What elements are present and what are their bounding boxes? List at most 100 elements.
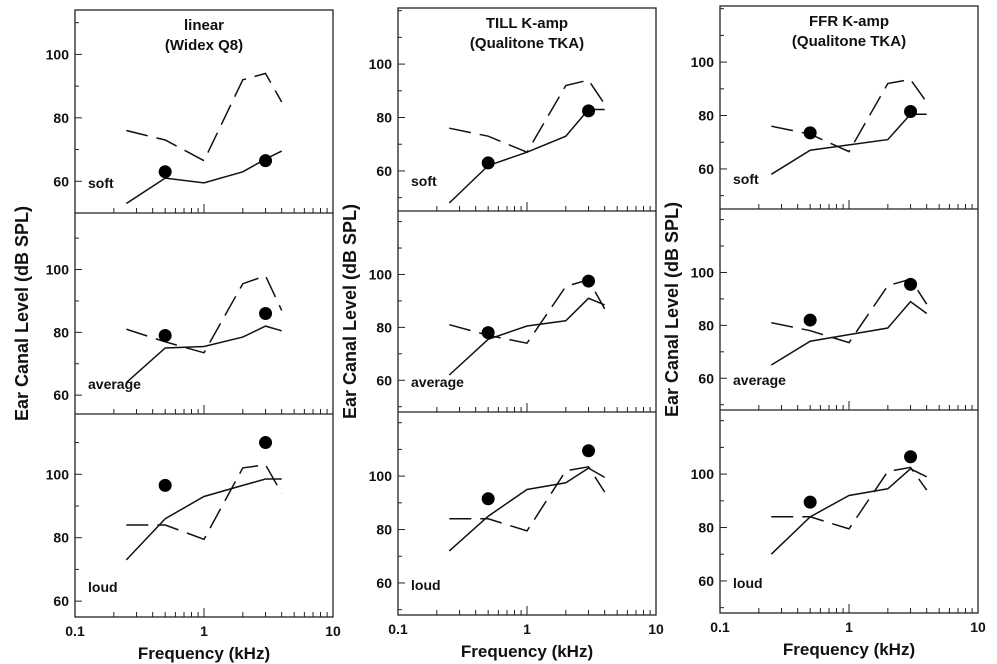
x-tick-label: 10 [325,623,341,639]
series-line-dashed [449,79,606,154]
data-point [158,165,172,179]
y-axis-label: Ear Canal Level (dB SPL) [662,202,682,417]
plot-frame [719,5,979,614]
y-tick-label: 100 [46,262,70,278]
y-axis-label: Ear Canal Level (dB SPL) [340,204,360,419]
series-line-dashed [126,274,283,354]
data-point [481,156,495,170]
chart-title-line: FFR K-amp [809,13,889,30]
y-tick-label: 100 [691,264,715,280]
plot-frame [74,9,334,618]
y-tick-label: 80 [376,522,392,538]
y-tick-label: 60 [698,161,714,177]
x-axis-label: Frequency (kHz) [461,642,593,661]
series-line-solid [770,113,927,175]
panel-loud: 60 80 100 loud [369,411,656,615]
x-axis-label: Frequency (kHz) [138,644,270,663]
y-tick-label: 60 [53,593,69,609]
x-tick-label: 0.1 [65,623,85,639]
panel-label: soft [88,175,114,191]
data-point [481,326,495,340]
y-tick-label: 100 [691,54,715,70]
data-point [904,450,918,464]
y-tick-label: 100 [369,56,393,72]
data-point [582,444,596,458]
y-tick-label: 100 [46,466,70,482]
chart-column-2: TILL K-amp (Qualitone TKA) 60 80 100 soft 60 80… [340,7,664,661]
y-tick-label: 60 [376,163,392,179]
chart-column-3: FFR K-amp (Qualitone TKA) 60 80 100 soft 60 80 1… [662,5,986,659]
panel-label: loud [733,575,763,591]
panel-label: loud [411,577,441,593]
x-tick-label: 1 [845,619,853,635]
panel-soft: 60 80 100 soft [369,10,651,211]
x-axis-label: Frequency (kHz) [783,640,915,659]
y-tick-label: 60 [376,372,392,388]
y-tick-label: 80 [376,110,392,126]
data-point [582,274,596,288]
panel-label: soft [733,171,759,187]
data-point [803,126,817,140]
panel-average: 60 80 100 average [46,212,333,414]
y-tick-label: 80 [53,110,69,126]
y-tick-label: 80 [53,530,69,546]
panel-loud: 60 80 100 loud [691,409,978,613]
series-line-dashed [449,465,606,532]
data-point [158,328,172,342]
chart-title-line: (Qualitone TKA) [792,33,906,50]
x-tick-label: 10 [970,619,986,635]
y-tick-label: 100 [369,468,393,484]
y-tick-label: 60 [53,173,69,189]
chart-column-1: linear (Widex Q8) 60 80 100 soft 60 80 100 averag… [12,9,341,663]
series-line-dashed [771,466,928,530]
y-tick-label: 100 [369,266,393,282]
y-tick-label: 100 [46,46,70,62]
data-point [803,495,817,509]
x-tick-label: 0.1 [388,621,408,637]
y-tick-label: 80 [53,324,69,340]
y-tick-label: 80 [698,317,714,333]
data-point [259,436,273,450]
data-point [259,154,273,168]
chart-title-line: (Qualitone TKA) [470,35,584,52]
series-line-solid [448,108,605,204]
panel-average: 60 80 100 average [691,208,978,410]
x-tick-label: 1 [200,623,208,639]
y-tick-label: 60 [53,387,69,403]
panel-soft: 60 80 100 soft [691,8,973,209]
data-point [803,313,817,327]
panel-label: average [411,374,464,390]
y-tick-label: 100 [691,466,715,482]
data-point [904,105,918,119]
data-point [259,307,273,320]
series-line-dashed [771,78,928,153]
plot-frame [397,7,657,616]
series-line-dashed [126,463,283,541]
y-tick-label: 80 [376,319,392,335]
panel-average: 60 80 100 average [369,210,656,412]
x-tick-label: 10 [648,621,664,637]
series-line-solid [125,325,282,384]
series-line-solid [448,297,605,376]
data-point [158,478,172,492]
series-line-dashed [771,278,928,344]
series-line-solid [448,467,606,552]
series-line-solid [125,150,283,205]
panel-label: average [733,372,786,388]
panel-label: average [88,376,141,392]
x-tick-label: 1 [523,621,531,637]
series-line-solid [125,478,282,561]
series-line-solid [770,300,928,366]
data-point [582,104,596,118]
data-point [904,277,918,291]
x-tick-label: 0.1 [710,619,730,635]
panel-loud: 60 80 100 loud [46,413,333,617]
panel-label: loud [88,579,118,595]
y-tick-label: 80 [698,520,714,536]
y-tick-label: 60 [698,573,714,589]
panel-label: soft [411,173,437,189]
y-tick-label: 60 [376,575,392,591]
y-tick-label: 60 [698,370,714,386]
series-line-dashed [449,278,606,345]
